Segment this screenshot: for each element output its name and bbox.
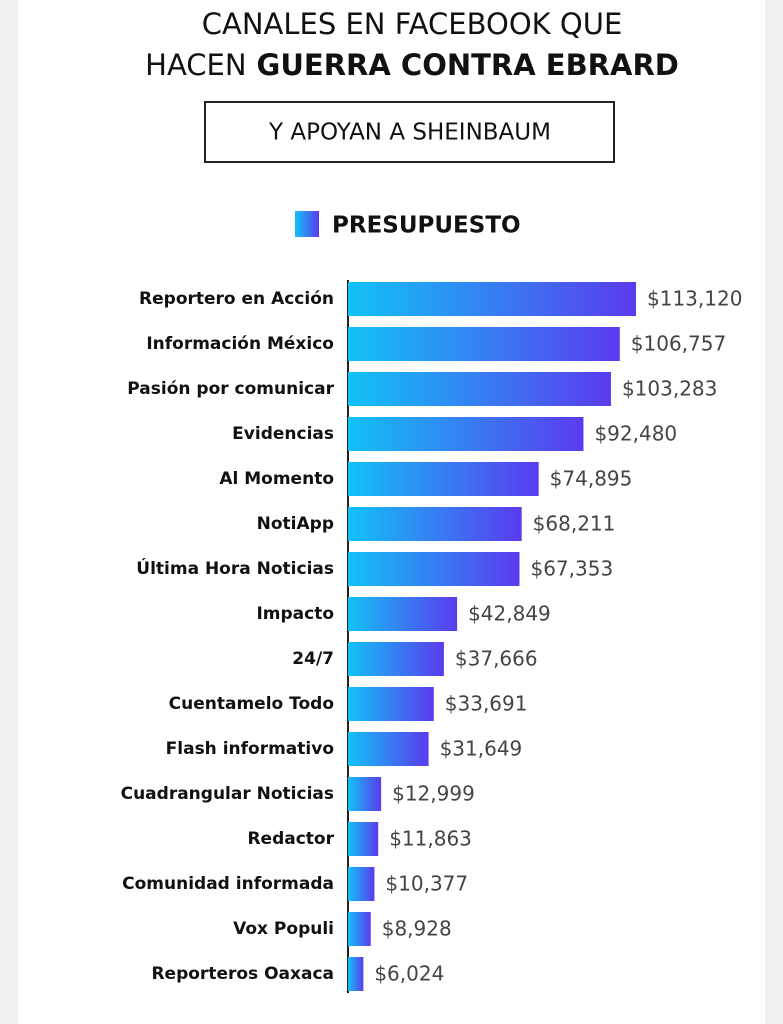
value-label: $33,691 — [445, 692, 528, 716]
bar — [348, 417, 584, 451]
title-part: HACEN — [145, 48, 246, 82]
category-label: Reporteros Oaxaca — [151, 964, 334, 984]
title-line: CANALES EN FACEBOOK QUE — [202, 7, 623, 41]
bar — [348, 597, 458, 631]
value-label: $74,895 — [550, 467, 633, 491]
category-label: Impacto — [256, 604, 334, 624]
category-label: Cuentamelo Todo — [169, 694, 334, 714]
category-label: 24/7 — [292, 649, 334, 669]
bar — [348, 912, 371, 946]
title-part-bold: GUERRA CONTRA EBRARD — [257, 48, 679, 82]
value-label: $10,377 — [385, 872, 468, 896]
category-label: Evidencias — [232, 424, 334, 444]
bar — [348, 507, 522, 541]
value-label: $42,849 — [468, 602, 551, 626]
value-label: $113,120 — [647, 287, 742, 311]
bar — [348, 372, 611, 406]
category-label: Última Hora Noticias — [136, 557, 334, 579]
bar — [348, 282, 636, 316]
bar — [348, 462, 539, 496]
bar — [348, 732, 429, 766]
side-strip — [0, 0, 18, 1024]
bar — [348, 552, 520, 586]
value-label: $106,757 — [631, 332, 726, 356]
category-label: Reportero en Acción — [139, 289, 334, 309]
value-label: $37,666 — [455, 647, 538, 671]
category-label: Al Momento — [219, 469, 334, 489]
category-label: Comunidad informada — [122, 874, 334, 894]
value-label: $68,211 — [533, 512, 616, 536]
value-label: $12,999 — [392, 782, 475, 806]
category-label: Información México — [146, 334, 334, 354]
bar — [348, 957, 364, 991]
bar — [348, 327, 620, 361]
value-label: $11,863 — [389, 827, 472, 851]
value-label: $103,283 — [622, 377, 717, 401]
legend-swatch — [295, 211, 319, 237]
value-label: $6,024 — [374, 962, 444, 986]
category-label: Redactor — [247, 829, 334, 849]
bar — [348, 777, 382, 811]
category-label: Vox Populi — [233, 919, 334, 939]
category-label: Pasión por comunicar — [127, 379, 334, 399]
category-label: Cuadrangular Noticias — [121, 784, 334, 804]
bar — [348, 687, 434, 721]
category-label: Flash informativo — [166, 739, 334, 759]
value-label: $8,928 — [382, 917, 452, 941]
bar — [348, 822, 379, 856]
bar — [348, 867, 375, 901]
subtitle: Y APOYAN A SHEINBAUM — [268, 120, 551, 146]
value-label: $67,353 — [530, 557, 613, 581]
value-label: $92,480 — [594, 422, 677, 446]
category-label: NotiApp — [257, 514, 334, 534]
bar — [348, 642, 444, 676]
legend-label: PRESUPUESTO — [332, 213, 521, 239]
side-strip — [765, 0, 783, 1024]
subtitle-box — [204, 101, 615, 163]
title-line: HACEN GUERRA CONTRA EBRARD — [145, 48, 679, 82]
value-label: $31,649 — [440, 737, 523, 761]
